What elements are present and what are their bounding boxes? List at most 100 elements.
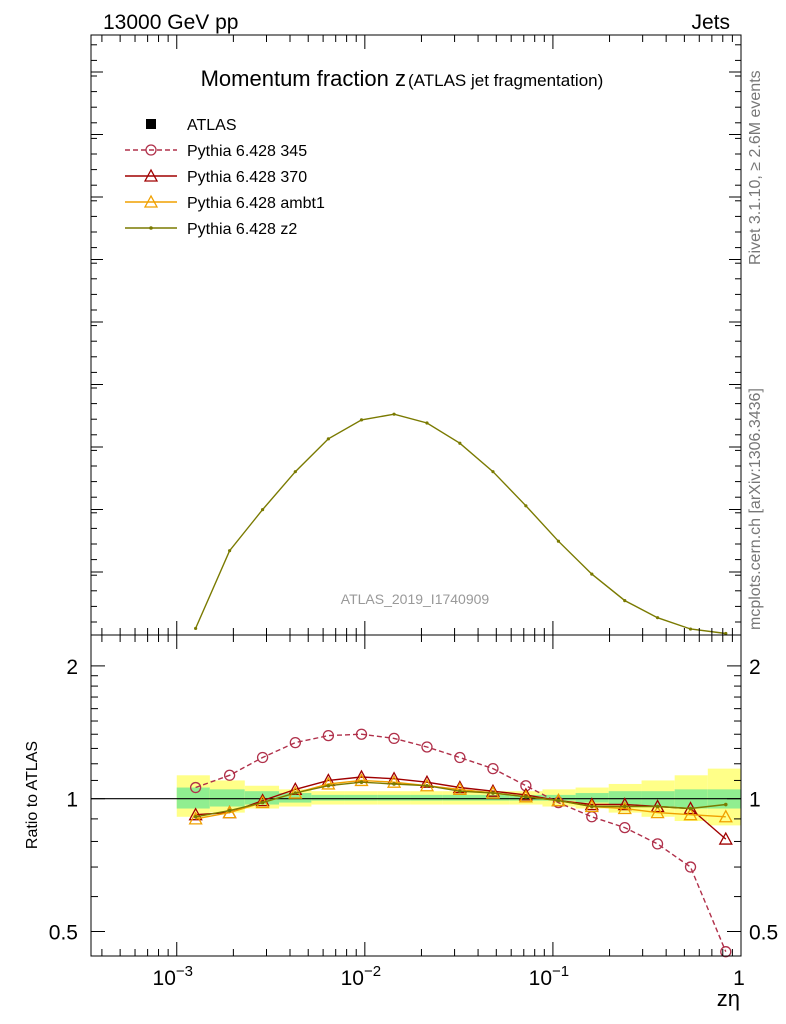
main-title: Momentum fraction z xyxy=(201,66,406,91)
ratio-series-point xyxy=(556,798,561,803)
ratio-series-point xyxy=(293,791,298,795)
main-series-point xyxy=(590,572,594,576)
ratio-y-tick-label: 0.5 xyxy=(49,922,78,945)
ratio-y-tick-label: 1 xyxy=(66,789,78,812)
legend-marker xyxy=(149,226,153,230)
ratio-inner-band xyxy=(344,794,378,801)
ratio-series-point xyxy=(189,781,202,794)
x-axis-label: zη xyxy=(717,986,740,1011)
legend-marker xyxy=(143,194,159,208)
main-series-point xyxy=(293,470,297,474)
ratio-inner-band xyxy=(410,794,443,801)
ratio-series-point xyxy=(586,811,598,823)
ratio-y-tick-label-right: 0.5 xyxy=(749,922,778,945)
ratio-series-point xyxy=(321,776,336,790)
ratio-y-tick-label-right: 1 xyxy=(749,789,761,812)
ratio-series-point xyxy=(425,783,429,788)
ratio-series-point xyxy=(188,811,203,825)
ratio-series-point xyxy=(223,769,236,781)
legend-label: Pythia 6.428 z2 xyxy=(187,221,297,238)
ratio-series-point xyxy=(617,797,632,811)
ratio-series-point xyxy=(655,804,660,809)
ratio-series-point xyxy=(650,805,665,819)
ratio-series-point xyxy=(355,728,368,740)
ratio-series-point xyxy=(584,797,599,811)
ratio-tick-layer: 0.5 0.51 12 210−3 10−2 10−1 1 xyxy=(49,635,778,990)
ratio-series-point xyxy=(491,791,495,795)
main-series-point xyxy=(425,421,429,425)
legend-label: ATLAS xyxy=(187,117,237,134)
ratio-series-point xyxy=(354,773,369,787)
ratio-series-point xyxy=(718,831,733,845)
legend-marker xyxy=(145,144,157,156)
ratio-series-point xyxy=(452,781,467,796)
ratio-series-point xyxy=(524,794,528,799)
ratio-series-point xyxy=(619,821,631,834)
ratio-series-point xyxy=(454,751,466,764)
main-series-point xyxy=(724,631,728,636)
x-tick-label: 10−2 xyxy=(341,963,381,990)
ratio-series-point xyxy=(485,783,501,797)
legend-label: Pythia 6.428 ambt1 xyxy=(187,195,325,212)
ratio-series-point xyxy=(683,807,698,821)
ratio-series-point xyxy=(260,800,265,805)
ratio-series-point xyxy=(487,762,499,775)
ratio-panel-frame xyxy=(90,634,742,957)
main-series-point xyxy=(688,627,693,631)
ratio-panel: 0.5 0.51 12 210−3 10−2 10−1 1 Ratio to ATLAS z… xyxy=(24,634,778,1011)
main-series-point xyxy=(359,418,364,422)
analysis-watermark: ATLAS_2019_I1740909 xyxy=(341,591,490,607)
ratio-inner-band xyxy=(311,794,345,801)
ratio-y-tick-label-right: 2 xyxy=(749,656,761,679)
rivet-version-label: Rivet 3.1.10, ≥ 2.6M events xyxy=(747,70,764,265)
ratio-series-layer xyxy=(188,728,733,958)
ratio-series-point xyxy=(326,783,331,788)
header-right: Jets xyxy=(691,11,730,34)
ratio-series-point xyxy=(392,782,396,786)
ratio-series-line xyxy=(195,776,727,840)
ratio-series-point xyxy=(227,808,232,813)
header-left: 13000 GeV pp xyxy=(103,11,238,34)
ratio-inner-band xyxy=(209,789,245,807)
ratio-series-point xyxy=(256,751,269,764)
main-series-point xyxy=(655,616,660,620)
ratio-series-point xyxy=(458,789,462,793)
ratio-series-point xyxy=(421,741,433,753)
legend-marker xyxy=(146,119,156,129)
legend-marker xyxy=(143,168,159,182)
main-series-point xyxy=(458,441,462,445)
x-tick-label: 10−1 xyxy=(529,963,569,990)
ratio-series-point xyxy=(720,946,732,958)
main-subtitle: (ATLAS jet fragmentation) xyxy=(408,71,603,90)
ratio-series-point xyxy=(684,861,697,873)
ratio-series-point xyxy=(193,814,198,819)
main-series-point xyxy=(194,626,198,631)
x-tick-label: 1 xyxy=(733,967,745,990)
main-series-point xyxy=(228,549,232,553)
main-series-point xyxy=(623,599,627,603)
ratio-inner-band xyxy=(442,794,477,801)
ratio-ylabel: Ratio to ATLAS xyxy=(24,741,41,849)
main-series-point xyxy=(326,437,330,441)
ratio-series-point xyxy=(322,729,335,742)
ratio-series-point xyxy=(617,801,632,815)
ratio-band-layer xyxy=(176,768,741,826)
ratio-series-point xyxy=(688,806,693,811)
main-series-layer xyxy=(194,412,728,636)
ratio-series-point xyxy=(222,805,237,819)
legend-label: Pythia 6.428 370 xyxy=(187,169,307,186)
ratio-inner-band xyxy=(377,794,411,801)
ratio-series-point xyxy=(622,804,627,809)
legend-label: Pythia 6.428 345 xyxy=(187,143,307,160)
main-series-point xyxy=(556,539,561,543)
main-panel: Momentum fraction z (ATLAS jet fragmenta… xyxy=(90,34,742,636)
ratio-series-point xyxy=(518,787,533,801)
ratio-series-point xyxy=(359,780,364,784)
ratio-series-point xyxy=(386,774,402,788)
ratio-series-point xyxy=(188,807,203,821)
ratio-series-point xyxy=(255,793,270,807)
ratio-series-point xyxy=(718,809,733,823)
ratio-series-line xyxy=(195,733,727,952)
mcplots-label: mcplots.cern.ch [arXiv:1306.3436] xyxy=(747,388,764,630)
